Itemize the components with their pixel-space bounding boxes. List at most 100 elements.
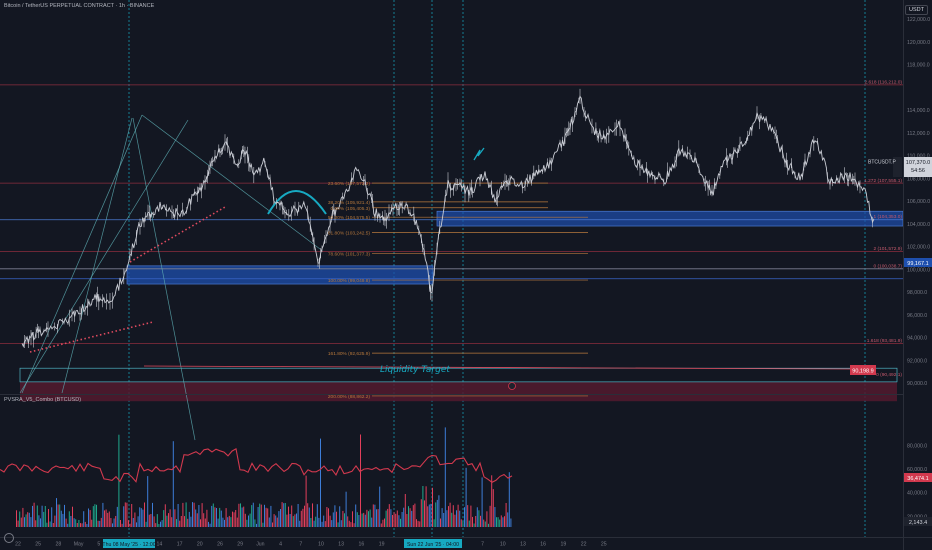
volume-bar	[449, 502, 451, 527]
volume-value-tag: 2,143.4	[904, 517, 932, 526]
volume-bar	[489, 505, 491, 527]
volume-bar	[176, 519, 177, 527]
volume-bar	[219, 507, 221, 527]
price-axis-label: 90,000.0	[907, 381, 927, 387]
volume-bar	[81, 523, 83, 527]
volume-bar	[91, 519, 93, 527]
volume-bar	[428, 504, 430, 527]
currency-selector[interactable]: USDT	[905, 5, 928, 15]
arrow-annotation[interactable]	[473, 147, 485, 161]
volume-bar	[147, 476, 149, 527]
volume-bar	[142, 509, 144, 527]
time-highlight-left-label: Thu 08 May '25 · 12:00	[102, 542, 155, 548]
volume-bar	[409, 508, 411, 527]
price-axis-label: 118,000.0	[907, 63, 930, 69]
indicator-axis-label: 80,000.0	[907, 443, 927, 449]
volume-bar	[249, 513, 251, 527]
volume-bar	[185, 502, 187, 527]
volume-bar	[497, 517, 499, 527]
volume-bar	[38, 515, 40, 527]
volume-bar	[174, 509, 176, 527]
liquidity-target-line[interactable]	[143, 365, 851, 370]
volume-bar	[452, 505, 454, 527]
trend-line[interactable]	[132, 117, 196, 441]
liquidity-zone[interactable]	[20, 381, 897, 402]
trend-line[interactable]	[61, 117, 133, 394]
fib-level-label: 50.00% (104,575.5)	[328, 215, 371, 221]
settings-icon[interactable]	[4, 533, 14, 543]
volume-bar	[212, 503, 214, 527]
volume-bar	[68, 511, 70, 527]
volume-bar	[121, 523, 123, 527]
time-axis-label: 19	[379, 542, 385, 548]
volume-bar	[459, 510, 461, 527]
dotted-trendline-lower[interactable]	[29, 321, 154, 353]
volume-bar	[292, 516, 294, 527]
time-axis[interactable]: 22 25 28 May 5 14 17 20 26 29 Jun 4 7 10 13 16 19 7 10 13 16…	[15, 542, 607, 548]
time-axis-label: 14	[157, 542, 163, 548]
volume-bar	[379, 486, 381, 527]
volume-bar	[414, 503, 416, 527]
volume-bar	[440, 518, 441, 527]
fib-level-label: 161.80% (92,625.9)	[328, 351, 371, 357]
volume-bar	[36, 505, 38, 527]
volume-bar	[140, 508, 142, 527]
volume-bar	[254, 519, 256, 527]
price-axis[interactable]: 122,000.0 120,000.0 118,000.0 114,000.0 112,…	[907, 17, 930, 387]
trend-line[interactable]	[19, 119, 189, 394]
volume-bar	[137, 516, 139, 527]
volume-bar	[353, 523, 355, 527]
volume-bar	[235, 510, 237, 527]
volume-bar	[16, 510, 17, 527]
volume-bar	[417, 520, 419, 527]
trend-line[interactable]	[21, 114, 143, 394]
liquidity-box[interactable]	[19, 367, 898, 383]
volume-bar	[22, 507, 24, 527]
volume-bar	[468, 520, 470, 527]
volume-bar	[243, 506, 245, 527]
volume-bar	[388, 504, 390, 527]
time-axis-label: 22	[581, 542, 587, 548]
volume-bar	[305, 475, 307, 527]
volume-bar	[132, 518, 134, 527]
trend-line[interactable]	[141, 114, 321, 250]
volume-bar	[216, 508, 217, 527]
alert-marker-icon[interactable]	[508, 382, 516, 390]
volume-bar	[168, 513, 169, 527]
drawing-lines[interactable]	[0, 84, 903, 441]
volume-bar	[19, 511, 21, 527]
volume-bar	[374, 504, 376, 527]
volume-bar	[116, 506, 118, 527]
volume-bar	[28, 512, 30, 527]
volume-bar	[72, 506, 73, 527]
volume-bar	[128, 520, 129, 527]
volume-bar	[110, 518, 112, 527]
volume-bar	[204, 518, 206, 527]
volume-bar	[225, 508, 227, 527]
time-axis-label: 25	[35, 542, 41, 548]
fib-level-labels: 0.00% (105,405.3) 23.60% (107,572.2) 38.20…	[328, 79, 903, 400]
volume-bar	[326, 507, 328, 527]
volume-bar	[43, 511, 45, 527]
volume-bar	[470, 505, 472, 527]
demand-zone-right[interactable]	[436, 210, 904, 227]
volume-bar	[422, 486, 424, 527]
cup-arc[interactable]	[267, 190, 327, 215]
volume-bar	[368, 511, 369, 527]
volume-bar	[251, 505, 253, 527]
volume-bar	[377, 509, 379, 527]
volume-bar	[209, 523, 211, 527]
price-axis-label: 120,000.0	[907, 40, 930, 46]
volume-bar	[492, 489, 494, 527]
volume-bar	[435, 502, 437, 527]
indicator-axis-label: 40,000.0	[907, 491, 927, 497]
volume-bar	[304, 505, 305, 527]
volume-bar	[352, 511, 353, 527]
volume-bar	[86, 524, 88, 527]
fib-extension-label: 2.618 (116,212.0)	[864, 79, 902, 85]
demand-zone-left[interactable]	[126, 265, 434, 285]
time-axis-label: 5	[97, 542, 100, 548]
volume-bar	[214, 507, 216, 527]
volume-bar	[444, 427, 446, 527]
